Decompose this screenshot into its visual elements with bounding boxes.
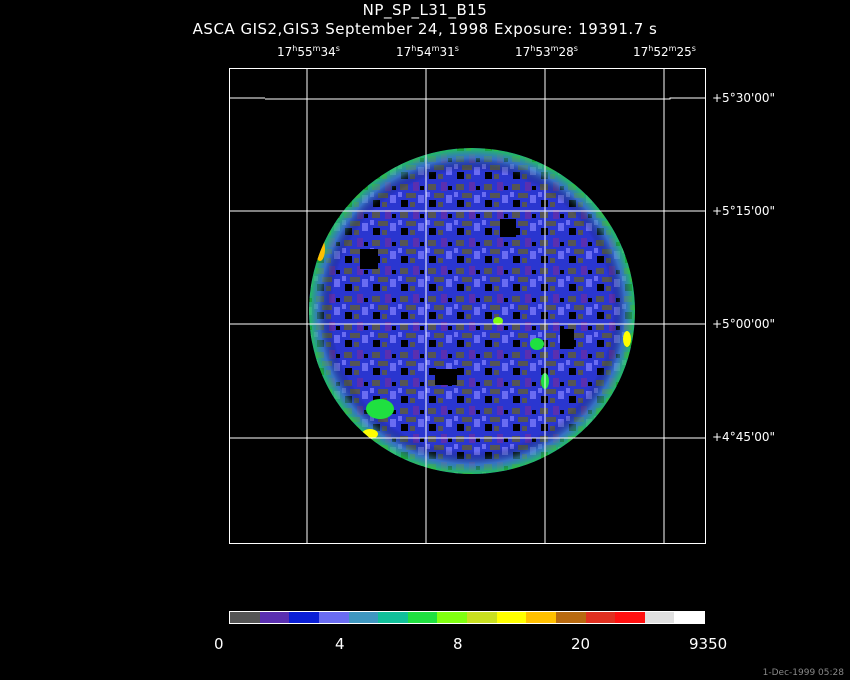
colorbar-swatch	[259, 612, 290, 623]
ra-tick-label: 17h55m34s	[277, 44, 340, 59]
colorbar-label: 0	[214, 635, 224, 653]
colorbar-label: 9350	[689, 635, 728, 653]
image-title: NP_SP_L31_B15	[362, 1, 488, 19]
colorbar-swatch	[615, 612, 645, 623]
colorbar-swatch	[585, 612, 616, 623]
field-of-view	[309, 148, 635, 474]
colorbar-swatch	[644, 612, 675, 623]
colorbar-swatch	[348, 612, 379, 623]
colorbar-label: 8	[453, 635, 463, 653]
colorbar-swatch	[437, 612, 467, 623]
colorbar-label: 20	[571, 635, 591, 653]
colorbar-swatch	[496, 612, 527, 623]
ra-tick-label: 17h52m25s	[633, 44, 696, 59]
ra-tick-label: 17h53m28s	[515, 44, 578, 59]
colorbar-swatch	[230, 612, 260, 623]
colorbar-swatch	[526, 612, 556, 623]
colorbar-swatch	[467, 612, 497, 623]
ra-tick-label: 17h54m31s	[396, 44, 459, 59]
sky-image-frame	[229, 68, 706, 544]
dec-tick-label: +5°15'00"	[712, 204, 776, 218]
colorbar-swatch	[674, 612, 704, 623]
xray-sky-image	[230, 69, 705, 543]
coordinate-grid	[230, 69, 705, 543]
colorbar-swatch	[318, 612, 349, 623]
colorbar-swatch	[289, 612, 319, 623]
colorbar-label: 4	[335, 635, 345, 653]
dec-tick-label: +5°30'00"	[712, 91, 776, 105]
timestamp: 1-Dec-1999 05:28	[762, 668, 844, 678]
dec-tick-label: +4°45'00"	[712, 430, 776, 444]
dec-tick-label: +5°00'00"	[712, 317, 776, 331]
color-scale-bar	[229, 611, 705, 624]
colorbar-swatch	[378, 612, 408, 623]
colorbar-swatch	[407, 612, 438, 623]
colorbar-swatch	[555, 612, 586, 623]
image-subtitle: ASCA GIS2,GIS3 September 24, 1998 Exposu…	[192, 20, 658, 38]
